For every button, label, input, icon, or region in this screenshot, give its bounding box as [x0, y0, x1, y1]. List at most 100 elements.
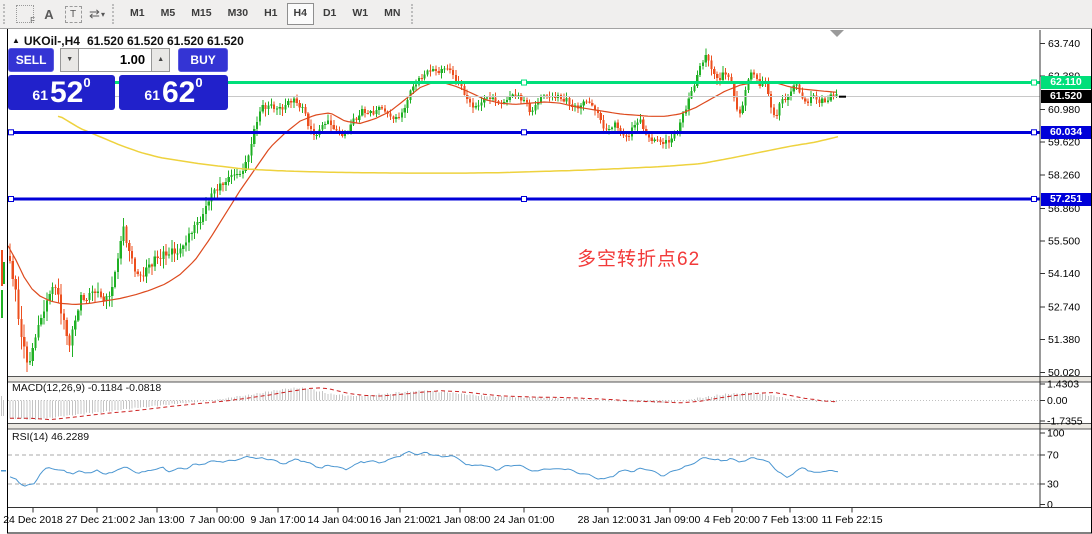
hline-handle[interactable]: [521, 129, 527, 136]
one-click-trading-panel: SELL ▼ 1.00 ▲ BUY 61 52 0 61 62 0: [8, 48, 228, 110]
ma-slow-line: [57, 115, 839, 174]
timeframe-button-M30[interactable]: M30: [227, 7, 249, 19]
svg-text:4 Feb 20:00: 4 Feb 20:00: [704, 514, 760, 526]
rsi-panel[interactable]: [8, 450, 1040, 487]
panel-splitter[interactable]: [8, 423, 1091, 430]
dropdown-caret-icon[interactable]: ▾: [100, 9, 105, 19]
macd-signal-line: [10, 387, 839, 421]
sell-price-big: 52: [49, 76, 84, 109]
macd-histogram: [9, 387, 837, 420]
macd-indicator-label: MACD(12,26,9) -0.1184 -0.0818: [12, 382, 162, 394]
svg-text:100: 100: [1047, 428, 1065, 440]
svg-text:52.740: 52.740: [1048, 302, 1080, 314]
hline-handle[interactable]: [1031, 79, 1037, 86]
svg-text:2 Jan 13:00: 2 Jan 13:00: [130, 514, 185, 526]
time-axis[interactable]: 24 Dec 2018 27 Dec 21:00 2 Jan 13:00 7 Jan …: [3, 507, 1091, 527]
ma-fast-line: [8, 80, 837, 306]
font-icon[interactable]: A: [44, 6, 54, 22]
timeframe-button-M15[interactable]: M15: [191, 7, 212, 19]
hline-handle[interactable]: [521, 196, 527, 203]
last-price-dash: [839, 95, 846, 98]
svg-text:58.260: 58.260: [1048, 169, 1080, 181]
volume-input[interactable]: 1.00: [79, 48, 152, 72]
svg-text:27 Dec 21:00: 27 Dec 21:00: [66, 514, 129, 526]
svg-text:0: 0: [1047, 499, 1053, 511]
sell-price-display[interactable]: 61 52 0: [8, 75, 115, 110]
svg-text:63.740: 63.740: [1048, 38, 1080, 50]
rsi-indicator-label: RSI(14) 46.2289: [12, 431, 90, 443]
macd-panel[interactable]: [8, 387, 1040, 421]
sell-price-pip: 0: [83, 75, 91, 90]
sell-button[interactable]: SELL: [8, 48, 55, 72]
chart-title: ▲ UKOil-,H4 61.520 61.520 61.520 61.520: [12, 34, 244, 48]
price-badge-60.034[interactable]: 60.034: [1041, 125, 1091, 139]
svg-text:55.500: 55.500: [1048, 235, 1080, 247]
timeframe-button-MN[interactable]: MN: [384, 7, 401, 19]
svg-text:60.980: 60.980: [1048, 104, 1080, 116]
buy-price-display[interactable]: 61 62 0: [119, 75, 228, 110]
volume-decrease-button[interactable]: ▼: [60, 48, 80, 72]
chart-shift-marker[interactable]: [830, 30, 844, 37]
svg-text:59.620: 59.620: [1048, 137, 1080, 149]
timeframe-button-M5[interactable]: M5: [160, 7, 176, 19]
buy-button[interactable]: BUY: [178, 48, 228, 72]
volume-increase-button[interactable]: ▲: [151, 48, 171, 72]
svg-text:11 Feb 22:15: 11 Feb 22:15: [821, 514, 882, 526]
svg-text:24 Jan 01:00: 24 Jan 01:00: [494, 514, 555, 526]
hline-handle[interactable]: [8, 129, 14, 136]
main-price-panel[interactable]: [8, 48, 1040, 372]
svg-text:31 Jan 09:00: 31 Jan 09:00: [640, 514, 701, 526]
svg-text:28 Jan 12:00: 28 Jan 12:00: [578, 514, 639, 526]
svg-text:21 Jan 08:00: 21 Jan 08:00: [430, 514, 491, 526]
hline-handle[interactable]: [521, 79, 527, 86]
buy-price-big: 62: [161, 76, 196, 109]
buy-price-prefix: 61: [144, 87, 160, 103]
hline-handle[interactable]: [8, 196, 14, 203]
svg-text:1.4303: 1.4303: [1047, 378, 1079, 390]
price-badge-57.251[interactable]: 57.251: [1041, 192, 1091, 206]
symbol-collapse-icon[interactable]: ▲: [12, 36, 20, 45]
timeframe-button-W1[interactable]: W1: [352, 7, 369, 19]
arrows-tool-icon[interactable]: ⇄ ▾: [89, 6, 105, 21]
timeframe-button-D1[interactable]: D1: [322, 7, 337, 19]
svg-text:14 Jan 04:00: 14 Jan 04:00: [308, 514, 369, 526]
hline-57.251[interactable]: [8, 196, 1040, 203]
sell-price-prefix: 61: [32, 87, 48, 103]
hline-handle[interactable]: [1031, 196, 1037, 203]
timeframe-button-H1[interactable]: H1: [264, 7, 278, 19]
svg-text:70: 70: [1047, 449, 1059, 461]
price-badge-62.110[interactable]: 62.110: [1041, 76, 1091, 90]
toolbar-grip-2[interactable]: [112, 4, 117, 24]
svg-text:0.00: 0.00: [1047, 395, 1068, 407]
svg-text:7 Feb 13:00: 7 Feb 13:00: [762, 514, 818, 526]
timeframe-button-H4[interactable]: H4: [286, 3, 314, 25]
quote-values: 61.520 61.520 61.520 61.520: [86, 34, 244, 48]
chart-canvas[interactable]: 63.74062.38060.98059.62058.26056.86055.5…: [0, 28, 1092, 534]
toolbar-grip-3[interactable]: [411, 4, 416, 24]
candlesticks: [8, 48, 838, 372]
background-window-fragments: [1, 250, 6, 472]
price-badge-61.520: 61.520: [1041, 90, 1091, 104]
svg-text:54.140: 54.140: [1048, 268, 1080, 280]
timeframe-buttons: M1 M5 M15 M30 H1 H4 D1 W1 MN: [122, 3, 408, 25]
svg-text:50.020: 50.020: [1048, 367, 1080, 379]
rsi-line: [9, 450, 839, 487]
hline-60.034[interactable]: [8, 129, 1040, 136]
volume-stepper: ▼ 1.00 ▲: [60, 48, 171, 72]
svg-text:9 Jan 17:00: 9 Jan 17:00: [251, 514, 306, 526]
chart-text-annotation[interactable]: 多空转折点62: [577, 249, 701, 270]
svg-text:7 Jan 00:00: 7 Jan 00:00: [190, 514, 245, 526]
panel-splitter[interactable]: [8, 376, 1091, 383]
hline-handle[interactable]: [1031, 129, 1037, 136]
toolbar-grip[interactable]: [3, 4, 8, 24]
text-label-icon[interactable]: T: [62, 3, 84, 25]
timeframe-button-M1[interactable]: M1: [130, 7, 145, 19]
svg-text:16 Jan 21:00: 16 Jan 21:00: [370, 514, 431, 526]
svg-text:30: 30: [1047, 479, 1059, 491]
symbol-period: UKOil-,H4: [23, 34, 80, 48]
top-toolbar: F A T ⇄ ▾ M1 M5 M15 M30 H1 H4 D1 W1 MN: [0, 0, 1092, 29]
buy-price-pip: 0: [195, 75, 203, 90]
svg-text:51.380: 51.380: [1048, 334, 1080, 346]
grid-fade-icon[interactable]: F: [14, 3, 36, 25]
